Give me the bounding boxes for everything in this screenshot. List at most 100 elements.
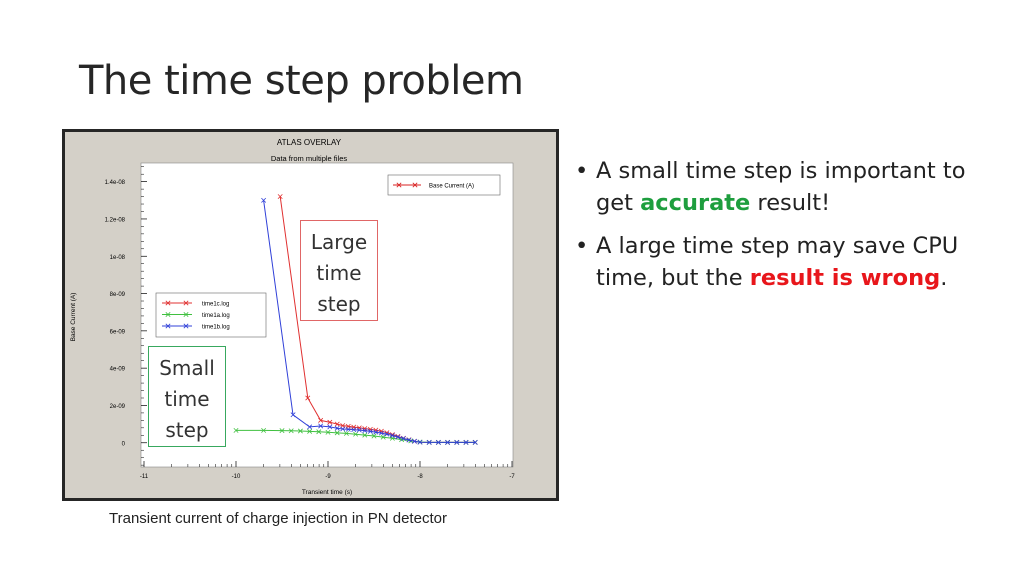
data-point	[316, 429, 322, 435]
x-tick-label: -10	[232, 474, 241, 480]
data-point	[396, 182, 402, 188]
bullet-text: .	[940, 265, 948, 291]
figure-caption: Transient current of charge injection in…	[109, 510, 447, 527]
chart-title: ATLAS OVERLAY	[277, 138, 342, 147]
data-point	[389, 432, 395, 438]
atlas-overlay-chart: ATLAS OVERLAY Data from multiple files T…	[65, 132, 556, 498]
bullet-item: A small time step is important to get ac…	[575, 155, 1005, 219]
data-point	[261, 427, 267, 433]
data-point	[307, 428, 313, 434]
highlight-accurate: accurate	[640, 190, 751, 216]
data-point	[318, 423, 324, 429]
y-axis-label: Base Current (A)	[70, 293, 77, 342]
data-point	[411, 438, 417, 444]
data-point	[435, 439, 441, 445]
y-tick-label: 2e-09	[110, 404, 126, 410]
y-tick-label: 1e-08	[110, 255, 126, 261]
data-point	[426, 439, 432, 445]
legend-label: time1a.log	[202, 313, 230, 319]
y-tick-label: 0	[122, 441, 126, 447]
x-tick-label: -7	[509, 474, 515, 480]
data-point	[307, 424, 313, 430]
data-point	[165, 323, 171, 329]
chart-subtitle: Data from multiple files	[271, 154, 348, 163]
data-point	[367, 428, 373, 434]
data-point	[353, 431, 359, 437]
slide-title: The time step problem	[79, 58, 524, 104]
legend-top: Base Current (A)	[387, 174, 501, 196]
highlight-result-wrong: result is wrong	[749, 265, 941, 291]
bullet-item: A large time step may save CPU time, but…	[575, 230, 1005, 294]
data-point	[290, 412, 296, 418]
y-tick-label: 1.4e-08	[105, 180, 126, 186]
data-point	[356, 427, 362, 433]
data-point	[165, 312, 171, 317]
data-point	[327, 419, 333, 425]
data-point	[351, 427, 357, 433]
data-point	[318, 417, 324, 423]
large-time-step-callout: Large time step	[300, 220, 378, 321]
data-point	[183, 300, 189, 306]
data-point	[373, 429, 379, 435]
small-time-step-callout: Small time step	[148, 346, 226, 447]
data-point	[362, 428, 368, 434]
legend-label: time1b.log	[202, 324, 230, 330]
data-point	[334, 425, 340, 431]
data-point	[378, 430, 384, 436]
x-tick-label: -9	[325, 474, 331, 480]
data-point	[233, 427, 239, 433]
y-tick-label: 6e-09	[110, 329, 126, 335]
legend-label: Base Current (A)	[429, 184, 474, 190]
data-point	[345, 426, 351, 432]
data-point	[277, 194, 283, 200]
callout-line: step	[317, 292, 361, 316]
data-point	[384, 431, 390, 437]
legend-box	[155, 292, 267, 338]
data-point	[334, 421, 340, 427]
data-point	[325, 429, 331, 435]
legend-label: time1c.log	[202, 301, 229, 307]
data-point	[165, 300, 171, 306]
data-point	[454, 439, 460, 445]
bullet-text: A small time step is important to get	[596, 158, 966, 216]
bullet-text: result!	[750, 190, 831, 216]
callout-line: Large	[310, 230, 368, 254]
callout-line: time	[164, 387, 210, 411]
data-point	[463, 439, 469, 445]
y-tick-label: 8e-09	[110, 292, 126, 298]
data-point	[400, 435, 406, 441]
data-point	[417, 439, 423, 445]
data-point	[356, 425, 362, 431]
data-point	[472, 439, 478, 445]
data-point	[327, 424, 333, 430]
bullet-list: A small time step is important to get ac…	[575, 155, 1005, 305]
data-point	[261, 197, 267, 203]
data-point	[343, 430, 349, 436]
data-point	[445, 439, 451, 445]
callout-line: time	[316, 261, 362, 285]
atlas-plot-frame: ATLAS OVERLAY Data from multiple files T…	[62, 129, 559, 501]
x-tick-label: -11	[140, 474, 149, 480]
x-axis-label: Transient time (s)	[302, 489, 352, 496]
data-point	[380, 434, 386, 440]
data-point	[334, 430, 340, 436]
legend-series: time1c.log time1a.log time1b.log	[155, 292, 267, 338]
data-point	[305, 395, 311, 401]
data-point	[395, 434, 401, 440]
data-point	[183, 323, 189, 329]
x-tick-label: -8	[417, 474, 423, 480]
series-time1b-log	[261, 197, 478, 445]
data-point	[406, 437, 412, 443]
data-point	[183, 312, 189, 317]
bullet-text: A large time step may save CPU time, but…	[596, 233, 959, 291]
data-point	[288, 428, 294, 434]
data-point	[362, 432, 368, 438]
callout-line: Small	[159, 356, 215, 380]
callout-line: step	[165, 418, 209, 442]
data-point	[412, 182, 418, 188]
y-tick-label: 4e-09	[110, 367, 126, 373]
data-point	[279, 428, 285, 434]
y-tick-label: 1.2e-08	[105, 217, 126, 223]
legend-box	[387, 174, 501, 196]
data-point	[340, 426, 346, 432]
